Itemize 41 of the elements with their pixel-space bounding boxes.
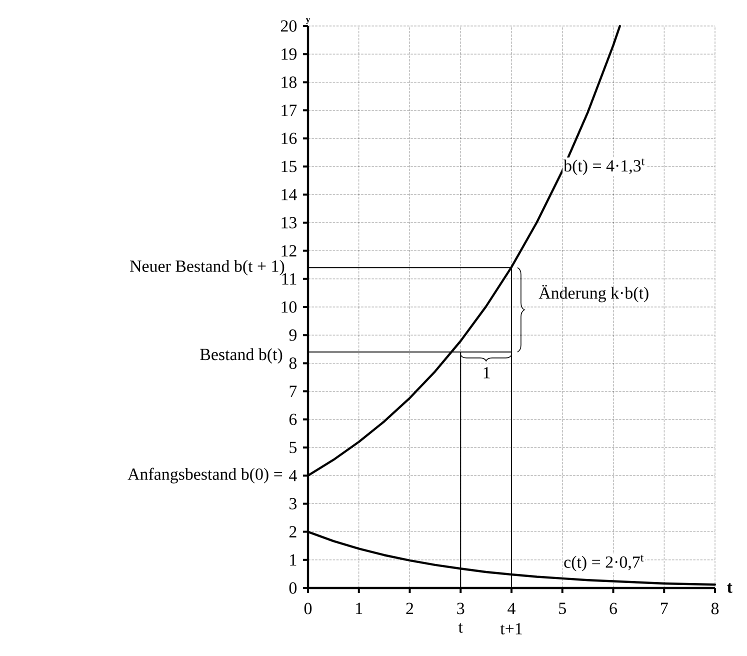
x-tick-label: 7	[661, 602, 668, 614]
y-tick-label: 11	[282, 273, 296, 284]
y-tick-label: 7	[290, 386, 297, 397]
y-tick-label: 6	[289, 414, 297, 426]
x-tick-label: 0	[304, 602, 312, 614]
y-tick-label: 5	[290, 442, 297, 454]
y-tick-label: 9	[289, 329, 296, 341]
y-tick-label: 3	[290, 498, 297, 510]
x-axis-title: t	[727, 583, 732, 593]
series-label: c(t) = 2·0,7$^{t}$	[564, 554, 644, 572]
text: t	[458, 623, 463, 633]
x-tick-label: 3	[457, 602, 464, 614]
y-tick-label: 18	[282, 76, 297, 88]
annotation: 1	[484, 367, 490, 378]
y-tick-label: 10	[282, 301, 297, 313]
text: Bestand b(t)	[200, 348, 282, 364]
y-tick-label: 15	[282, 160, 297, 172]
y-tick-label: 8	[289, 357, 297, 369]
y-tick-label: 16	[282, 132, 297, 144]
y-tick-label: 1	[290, 554, 296, 566]
y-tick-label: 0	[289, 582, 297, 594]
y-tick-label: 4	[289, 470, 297, 482]
y-tick-label: 19	[282, 48, 296, 60]
text: t+1	[500, 623, 522, 634]
y-tick-label: 20	[280, 20, 297, 32]
x-tick-label: 5	[559, 602, 566, 614]
annotation: Änderung k·b(t)	[538, 284, 648, 302]
x-tick-label: 8	[711, 602, 719, 614]
y-axis-title: y	[306, 18, 310, 24]
y-tick-label: 14	[282, 189, 297, 200]
text: Neuer Bestand b(t + 1)	[130, 260, 284, 276]
y-tick-label: 13	[282, 217, 297, 228]
y-tick-label: 2	[289, 526, 296, 538]
y-tick-label: 12	[282, 245, 296, 256]
x-tick-label: 6	[610, 602, 617, 614]
series-label: b(t) = 4·1,3$^{t}$	[564, 158, 645, 175]
x-tick-label: 2	[406, 602, 414, 614]
x-tick-label: 4	[508, 602, 516, 614]
y-tick-label: 17	[282, 104, 297, 116]
text: Anfangsbestand b(0) =	[128, 468, 282, 484]
x-tick-label: 1	[356, 602, 362, 614]
